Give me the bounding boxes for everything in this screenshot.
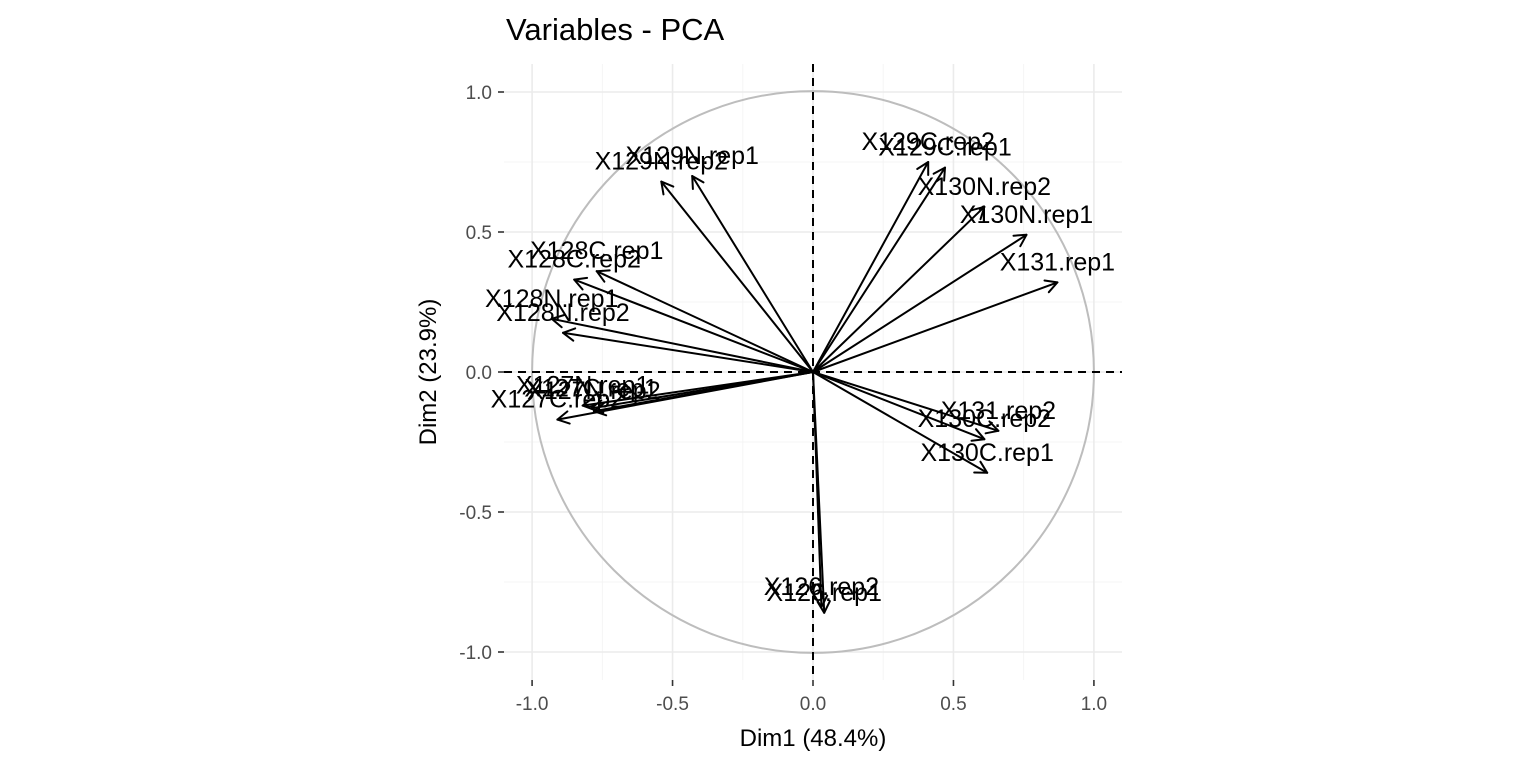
y-tick-label: 0.5 <box>466 223 492 244</box>
arrow-x131-rep1 <box>812 281 1059 373</box>
y-tick-label: 0.0 <box>466 363 492 384</box>
arrow-x130c-rep2 <box>812 371 986 441</box>
label-x127n-rep2: X127N.rep2 <box>527 377 660 405</box>
arrowhead-x129n-rep2 <box>660 180 675 196</box>
label-x131-rep1: X131.rep1 <box>1000 248 1115 276</box>
arrowhead-x127n-rep2 <box>592 402 608 417</box>
x-tick-label: -0.5 <box>656 694 689 715</box>
arrow-x129n-rep1 <box>691 175 814 373</box>
label-x129n-rep1: X129N.rep1 <box>625 142 758 170</box>
label-x129c-rep2: X129C.rep2 <box>861 128 994 156</box>
axis-ticks: -1.0 -0.5 0.0 0.5 1.0 -1.0 -0.5 0.0 0.5 1.0 <box>459 83 1107 715</box>
arrow-x130n-rep2 <box>812 205 986 373</box>
x-axis-title: Dim1 (48.4%) <box>740 725 887 752</box>
x-tick-label: -1.0 <box>516 694 549 715</box>
arrow-x127n-rep1 <box>581 371 814 407</box>
arrow-x128n-rep1 <box>550 317 814 373</box>
arrowhead-x128c-rep2 <box>573 276 589 291</box>
arrowhead-x130n-rep1 <box>1012 233 1028 248</box>
y-tick-label: -0.5 <box>459 503 492 524</box>
label-x129c-rep1: X129C.rep1 <box>878 134 1011 162</box>
label-x126-rep1: X126.rep1 <box>767 579 882 607</box>
label-x130c-rep2: X130C.rep2 <box>918 405 1051 433</box>
arrowhead-x129c-rep2 <box>916 161 930 176</box>
arrowhead-x130c-rep1 <box>973 460 989 474</box>
y-tick-label: -1.0 <box>459 643 492 664</box>
chart-title: Variables - PCA <box>506 12 725 47</box>
label-x130c-rep1: X130C.rep1 <box>920 439 1053 467</box>
label-x131-rep2: X131.rep2 <box>941 397 1056 425</box>
label-x128c-rep1: X128C.rep1 <box>530 237 663 265</box>
label-x130n-rep2: X130N.rep2 <box>918 173 1051 201</box>
arrow-x130c-rep1 <box>812 371 989 474</box>
x-tick-label: 0.0 <box>800 694 826 715</box>
arrowhead-x129c-rep1 <box>932 166 946 182</box>
arrow-x131-rep2 <box>812 371 1000 432</box>
arrowhead-x126-rep2 <box>813 594 829 609</box>
arrowhead-x131-rep2 <box>984 420 1000 435</box>
arrowhead-x128n-rep2 <box>562 327 577 342</box>
arrow-x128c-rep2 <box>573 278 814 373</box>
label-x126-rep2: X126.rep2 <box>764 573 879 601</box>
arrow-x128n-rep2 <box>561 331 814 373</box>
arrowhead-x128c-rep1 <box>595 269 611 283</box>
label-x130n-rep1: X130N.rep1 <box>960 201 1093 229</box>
arrow-x129c-rep2 <box>812 161 930 373</box>
arrowhead-x128n-rep1 <box>550 314 566 329</box>
variable-arrows <box>550 161 1059 614</box>
label-x129n-rep2: X129N.rep2 <box>595 148 728 176</box>
arrow-x126-rep2 <box>812 371 823 609</box>
arrow-x129c-rep1 <box>812 166 947 373</box>
arrowhead-x129n-rep1 <box>691 175 705 190</box>
arrowhead-x130c-rep2 <box>970 428 986 442</box>
label-x127c-rep1: X127C.rep1 <box>524 374 657 402</box>
y-tick-label: 1.0 <box>466 83 492 104</box>
label-x127c-rep2: X127C.rep2 <box>491 386 624 414</box>
x-tick-label: 1.0 <box>1081 694 1107 715</box>
arrowhead-x131-rep1 <box>1043 279 1059 294</box>
arrowhead-x130n-rep2 <box>970 205 986 221</box>
y-axis-title: Dim2 (23.9%) <box>415 299 442 446</box>
arrowhead-x127c-rep2 <box>556 410 571 425</box>
x-tick-label: 0.5 <box>940 694 966 715</box>
label-x127n-rep1: X127N.rep1 <box>516 372 649 400</box>
label-x128c-rep2: X128C.rep2 <box>508 246 641 274</box>
arrowhead-x127n-rep1 <box>581 396 596 412</box>
arrow-x129n-rep2 <box>660 180 814 373</box>
label-x128n-rep2: X128N.rep2 <box>496 299 629 327</box>
arrow-x128c-rep1 <box>595 270 814 373</box>
arrow-x127n-rep2 <box>592 371 814 413</box>
variable-labels: X126.rep1X126.rep2X127C.rep1X127C.rep2X1… <box>485 128 1115 607</box>
arrow-x130n-rep1 <box>812 233 1028 373</box>
label-x128n-rep1: X128N.rep1 <box>485 285 618 313</box>
